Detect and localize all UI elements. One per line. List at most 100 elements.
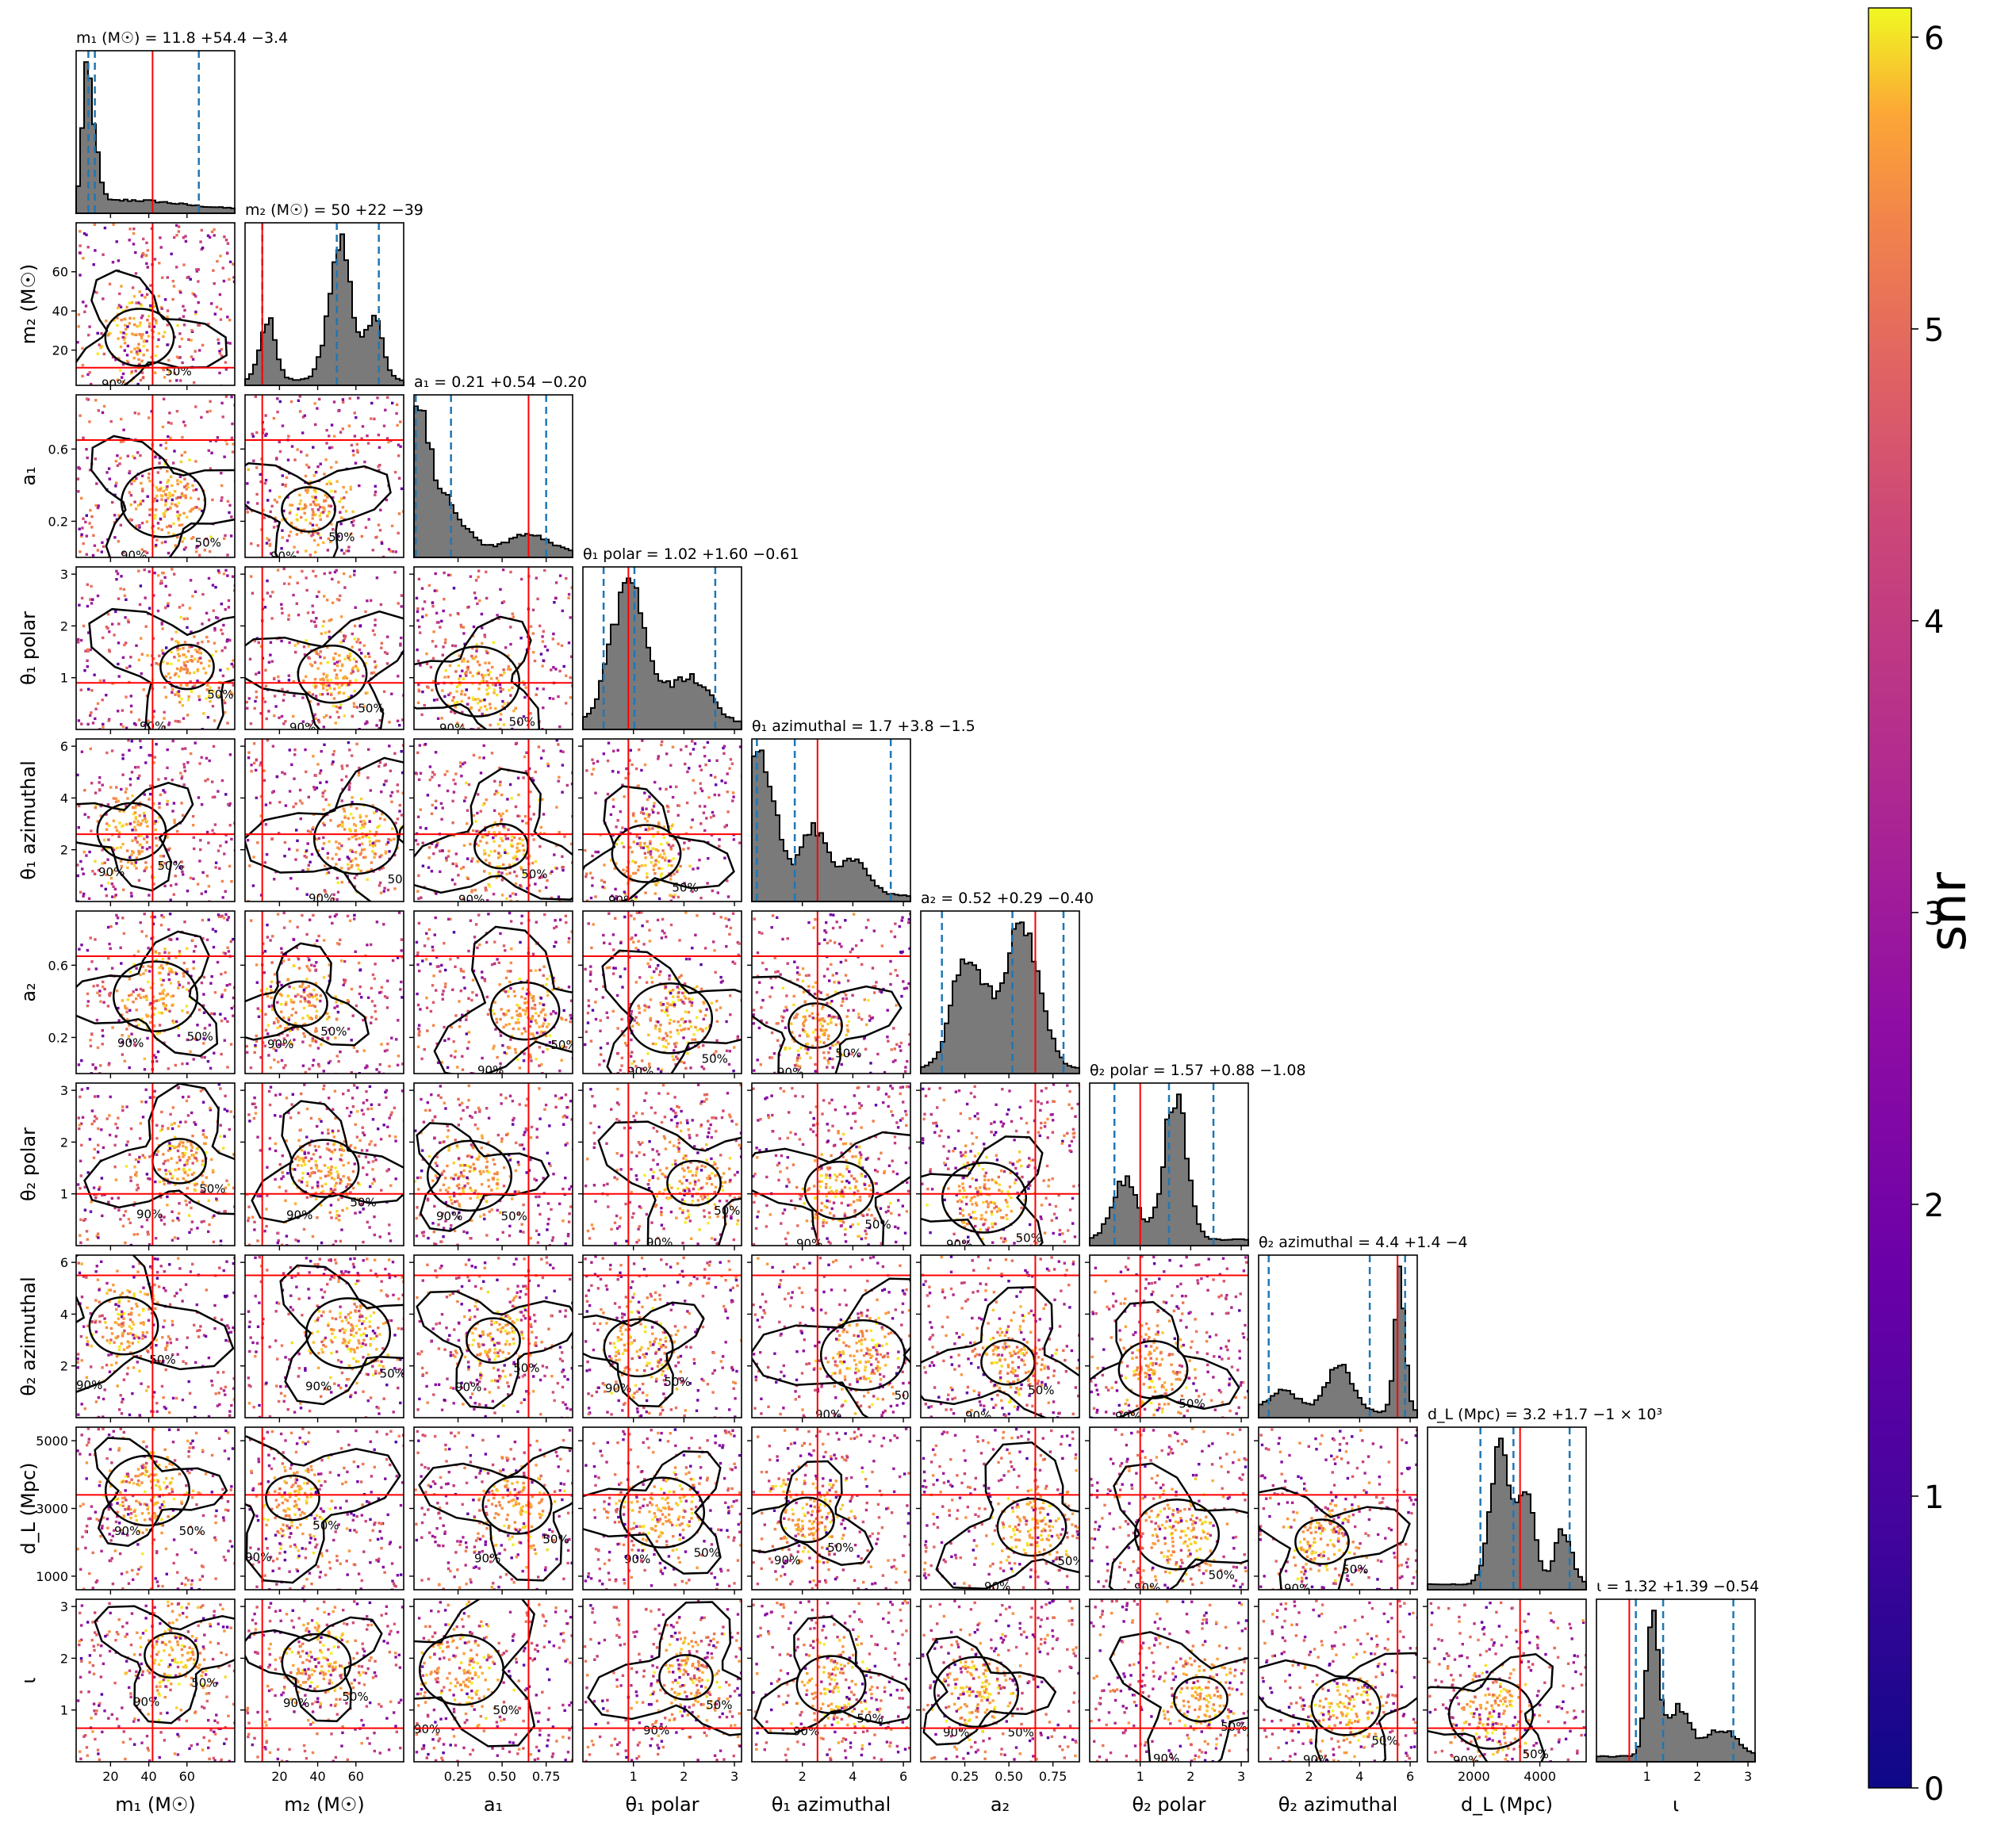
scatter-point (338, 858, 341, 861)
scatter-point (89, 714, 92, 718)
scatter-point (360, 652, 363, 655)
scatter-point (630, 1062, 634, 1066)
scatter-point (274, 516, 277, 519)
scatter-point (208, 695, 211, 698)
scatter-point (339, 706, 342, 710)
scatter-point (332, 400, 336, 404)
scatter-point (470, 889, 473, 892)
scatter-point (135, 507, 138, 511)
scatter-point (555, 739, 558, 742)
scatter-point (125, 1028, 128, 1031)
scatter-point (94, 859, 97, 863)
scatter-point (208, 900, 211, 902)
scatter-point (94, 457, 98, 461)
scatter-point (311, 1039, 314, 1043)
scatter-point (209, 535, 213, 538)
scatter-point (153, 756, 156, 759)
scatter-point (650, 856, 653, 859)
scatter-point (307, 531, 311, 534)
scatter-point (166, 323, 169, 327)
scatter-point (401, 955, 404, 959)
scatter-point (200, 756, 203, 759)
scatter-point (338, 660, 341, 663)
scatter-point (343, 496, 346, 500)
scatter-point (125, 305, 128, 309)
scatter-point (101, 1043, 104, 1046)
scatter-point (370, 867, 374, 871)
scatter-point (469, 843, 472, 846)
scatter-point (501, 705, 504, 708)
scatter-point (100, 331, 103, 335)
scatter-point (419, 808, 422, 811)
scatter-point (650, 976, 653, 979)
scatter-point (140, 822, 143, 825)
scatter-point (233, 986, 235, 990)
scatter-point (374, 963, 377, 966)
scatter-point (309, 663, 312, 666)
scatter-point (308, 1067, 311, 1070)
scatter-point (462, 866, 466, 869)
scatter-point (417, 683, 420, 687)
scatter-point (331, 921, 334, 925)
scatter-point (351, 632, 354, 636)
scatter-point (350, 866, 353, 869)
scatter-point (324, 631, 328, 634)
scatter-point (362, 856, 366, 859)
scatter-point (340, 867, 343, 870)
scatter-point (427, 866, 431, 869)
scatter-point (281, 483, 285, 486)
scatter-point (508, 668, 512, 672)
scatter-point (98, 679, 102, 683)
scatter-point (311, 523, 315, 526)
contour-label-50: 50% (328, 530, 355, 545)
scatter-point (456, 722, 459, 725)
scatter-point (657, 964, 660, 967)
scatter-point (427, 928, 431, 932)
scatter-point (220, 496, 224, 500)
scatter-point (158, 457, 162, 460)
scatter-point (294, 1011, 297, 1014)
scatter-point (521, 987, 524, 990)
scatter-point (397, 454, 401, 457)
scatter-point (163, 686, 167, 689)
scatter-point (106, 613, 110, 616)
scatter-point (371, 804, 374, 807)
scatter-point (716, 891, 719, 894)
scatter-point (146, 835, 149, 839)
scatter-point (691, 818, 694, 821)
scatter-point (176, 479, 179, 482)
scatter-point (335, 598, 339, 601)
scatter-point (140, 672, 143, 676)
scatter-point (712, 1052, 716, 1056)
scatter-point (120, 787, 123, 791)
scatter-point (197, 657, 201, 660)
scatter-point (561, 764, 565, 767)
scatter-point (499, 588, 502, 591)
y-tick-label-th1p: 3 (60, 567, 68, 582)
scatter-point (324, 798, 328, 802)
scatter-point (77, 637, 80, 641)
scatter-point (175, 410, 179, 413)
scatter-point (287, 679, 291, 682)
scatter-point (309, 553, 312, 557)
scatter-point (313, 503, 316, 506)
scatter-point (504, 976, 508, 980)
scatter-point (368, 840, 372, 843)
scatter-point (397, 1019, 400, 1022)
scatter-point (161, 660, 165, 664)
scatter-point (271, 745, 275, 748)
scatter-point (522, 776, 525, 779)
scatter-point (303, 511, 306, 515)
scatter-point (321, 794, 324, 798)
scatter-point (130, 853, 133, 857)
scatter-point (493, 1044, 496, 1048)
scatter-point (197, 553, 201, 557)
scatter-point (397, 531, 400, 535)
scatter-point (288, 511, 292, 515)
scatter-point (140, 255, 144, 258)
scatter-point (521, 838, 524, 842)
scatter-point (173, 673, 177, 676)
scatter-point (212, 609, 215, 612)
scatter-point (133, 1043, 136, 1047)
scatter-point (393, 571, 397, 574)
